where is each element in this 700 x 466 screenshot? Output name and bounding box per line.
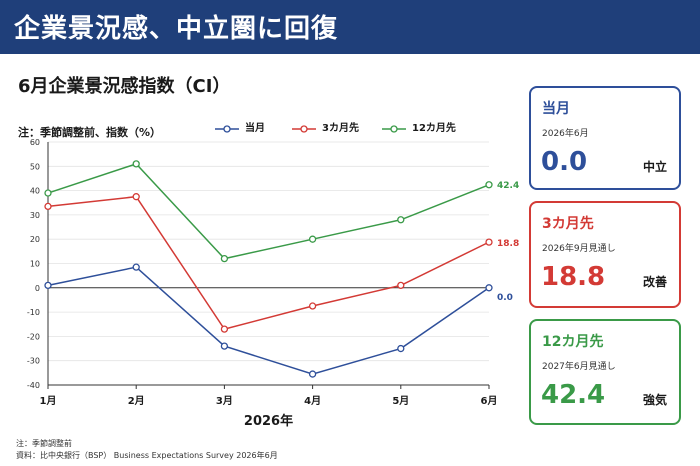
card-12m-value: 42.4 (541, 380, 606, 410)
card-current-subtitle: 2026年6月 (542, 129, 589, 139)
data-point (397, 281, 405, 290)
data-point (220, 342, 229, 350)
data-point (308, 302, 317, 310)
y-tick-label: 20 (30, 235, 40, 244)
data-point (397, 344, 405, 353)
y-tick-label: 60 (30, 138, 40, 147)
data-point (308, 235, 317, 243)
y-tick-label: 0 (35, 284, 40, 293)
data-point (485, 284, 493, 292)
data-point (485, 181, 493, 189)
data-point (44, 281, 52, 290)
card-3m-subtitle: 2026年9月見通し (542, 244, 616, 254)
banner-title: 企業景況感、中立圏に回復 (14, 14, 339, 44)
end-value-label: 18.8 (497, 239, 519, 249)
data-point (220, 325, 229, 333)
x-tick-label: 3月 (216, 395, 233, 407)
card-12m: 12カ月先 2027年6月見通し 42.4 強気 (529, 319, 681, 425)
y-tick-label: -40 (27, 381, 40, 390)
legend-swatch-12m (382, 125, 406, 133)
data-point (132, 263, 140, 271)
series-line-1 (47, 195, 490, 330)
card-3m-value: 18.8 (541, 262, 606, 292)
y-tick-label: -30 (27, 357, 40, 366)
series-line-2 (47, 163, 490, 260)
card-current-title: 当月 (542, 101, 570, 117)
card-12m-status: 強気 (642, 393, 667, 407)
x-tick-label: 1月 (40, 395, 57, 407)
card-3m-title: 3カ月先 (542, 216, 594, 232)
legend-label-12m: 12カ月先 (412, 123, 456, 134)
card-3m: 3カ月先 2026年9月見通し 18.8 改善 (529, 201, 681, 308)
data-point (397, 216, 405, 224)
header-banner: 企業景況感、中立圏に回復 (0, 0, 700, 54)
y-tick-label: -10 (27, 308, 40, 317)
data-point (220, 254, 229, 263)
series-line-0 (47, 266, 490, 375)
x-tick-label: 2月 (128, 395, 145, 407)
chart-title: 6月企業景況感指数（CI） (18, 76, 231, 97)
x-axis-title: 2026年 (244, 413, 293, 429)
card-current: 当月 2026年6月 0.0 中立 (529, 86, 681, 190)
card-current-status: 中立 (642, 160, 667, 174)
legend-swatch-current (215, 125, 239, 133)
end-value-label: 0.0 (497, 293, 513, 303)
x-tick-label: 5月 (392, 395, 409, 407)
legend-label-3m: 3カ月先 (322, 123, 359, 134)
data-point (44, 202, 52, 211)
y-tick-label: -20 (27, 332, 40, 341)
data-point (132, 193, 140, 201)
card-12m-title: 12カ月先 (542, 334, 604, 350)
legend-swatch-3m (292, 125, 316, 133)
footnote-note: 注：季節調整前 (16, 439, 72, 448)
y-tick-label: 40 (30, 187, 40, 196)
footnote-source: 資料：比中央銀行（BSP） Business Expectations Surv… (16, 451, 278, 460)
card-current-value: 0.0 (541, 147, 588, 177)
legend-label-current: 当月 (245, 123, 265, 134)
data-point (485, 238, 493, 246)
x-tick-label: 4月 (304, 395, 321, 407)
y-tick-label: 10 (30, 260, 40, 269)
data-point (44, 189, 52, 197)
card-12m-subtitle: 2027年6月見通し (542, 362, 616, 372)
data-point (132, 160, 140, 168)
y-tick-label: 50 (30, 162, 40, 171)
x-tick-label: 6月 (481, 395, 498, 407)
data-point (308, 370, 317, 378)
end-value-label: 42.4 (497, 181, 519, 191)
card-3m-status: 改善 (642, 275, 667, 289)
y-tick-label: 30 (30, 211, 40, 220)
unit-note: 注：季節調整前、指数（%） (18, 126, 162, 139)
